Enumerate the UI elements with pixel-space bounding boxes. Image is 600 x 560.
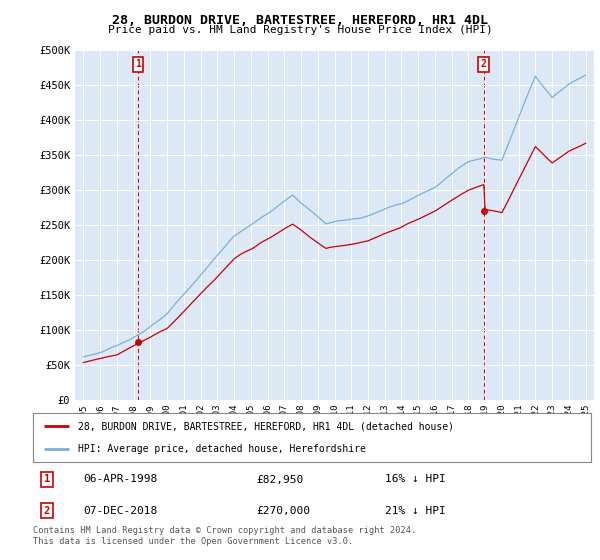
Text: Contains HM Land Registry data © Crown copyright and database right 2024.
This d: Contains HM Land Registry data © Crown c…: [33, 526, 416, 546]
Text: 21% ↓ HPI: 21% ↓ HPI: [385, 506, 445, 516]
Text: 1: 1: [135, 59, 141, 69]
Text: HPI: Average price, detached house, Herefordshire: HPI: Average price, detached house, Here…: [77, 444, 365, 454]
Text: 07-DEC-2018: 07-DEC-2018: [83, 506, 157, 516]
Text: 16% ↓ HPI: 16% ↓ HPI: [385, 474, 445, 484]
Text: 1: 1: [44, 474, 50, 484]
Text: £82,950: £82,950: [256, 474, 304, 484]
Text: Price paid vs. HM Land Registry's House Price Index (HPI): Price paid vs. HM Land Registry's House …: [107, 25, 493, 35]
Text: 2: 2: [44, 506, 50, 516]
Text: 28, BURDON DRIVE, BARTESTREE, HEREFORD, HR1 4DL (detached house): 28, BURDON DRIVE, BARTESTREE, HEREFORD, …: [77, 421, 454, 431]
Text: 06-APR-1998: 06-APR-1998: [83, 474, 157, 484]
Text: £270,000: £270,000: [256, 506, 310, 516]
Text: 2: 2: [481, 59, 487, 69]
Text: 28, BURDON DRIVE, BARTESTREE, HEREFORD, HR1 4DL: 28, BURDON DRIVE, BARTESTREE, HEREFORD, …: [112, 14, 488, 27]
